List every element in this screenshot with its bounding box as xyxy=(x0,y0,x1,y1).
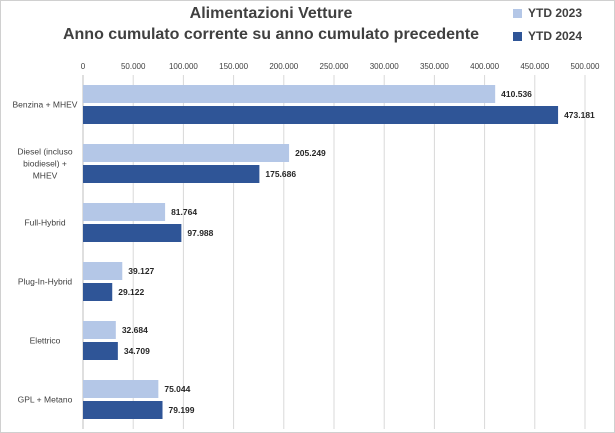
legend-swatch-ytd-2023 xyxy=(513,8,522,18)
bar xyxy=(83,283,113,301)
bar xyxy=(83,380,159,398)
bar xyxy=(83,342,118,360)
x-tick-label: 100.000 xyxy=(169,62,198,71)
legend-item-ytd-2023: YTD 2023 xyxy=(513,6,582,20)
data-label: 175.686 xyxy=(265,169,296,179)
x-tick-label: 0 xyxy=(81,62,86,71)
x-tick-label: 500.000 xyxy=(571,62,600,71)
x-tick-label: 250.000 xyxy=(320,62,349,71)
bar xyxy=(83,401,163,419)
x-tick-label: 400.000 xyxy=(470,62,499,71)
data-label: 97.988 xyxy=(187,228,213,238)
category-label: GPL + Metano xyxy=(18,395,73,405)
data-label: 75.044 xyxy=(164,384,190,394)
bar xyxy=(83,203,166,221)
x-tick-label: 50.000 xyxy=(121,62,146,71)
x-tick-label: 300.000 xyxy=(370,62,399,71)
legend-item-ytd-2024: YTD 2024 xyxy=(513,29,582,43)
bar xyxy=(83,262,123,280)
legend-label-ytd-2024: YTD 2024 xyxy=(528,29,583,43)
x-tick-label: 450.000 xyxy=(520,62,549,71)
bar xyxy=(83,165,260,183)
legend-swatch-ytd-2024 xyxy=(513,31,522,41)
category-label: Elettrico xyxy=(30,336,61,346)
legend-label-ytd-2023: YTD 2023 xyxy=(528,6,583,20)
category-label: Diesel (incluso biodiesel) + MHEV xyxy=(17,147,73,181)
data-label: 29.122 xyxy=(118,287,144,297)
bar xyxy=(83,106,559,124)
chart-subtitle: Anno cumulato corrente su anno cumulato … xyxy=(62,26,480,43)
bar xyxy=(83,224,182,242)
data-label: 39.127 xyxy=(128,266,154,276)
bar xyxy=(83,144,290,162)
data-label: 205.249 xyxy=(295,148,326,158)
data-label: 81.764 xyxy=(171,207,197,217)
data-label: 79.199 xyxy=(169,405,195,415)
data-label: 34.709 xyxy=(124,346,150,356)
data-label: 473.181 xyxy=(564,110,595,120)
data-label: 32.684 xyxy=(122,325,148,335)
data-label: 410.536 xyxy=(501,89,532,99)
bar xyxy=(83,321,116,339)
x-tick-label: 350.000 xyxy=(420,62,449,71)
x-tick-label: 150.000 xyxy=(219,62,248,71)
bar xyxy=(83,85,496,103)
category-label: Full-Hybrid xyxy=(24,218,65,228)
category-label: Benzina + MHEV xyxy=(13,100,78,110)
chart-title: Alimentazioni Vetture xyxy=(189,5,353,22)
category-label: Plug-In-Hybrid xyxy=(18,277,73,287)
x-tick-label: 200.000 xyxy=(269,62,298,71)
